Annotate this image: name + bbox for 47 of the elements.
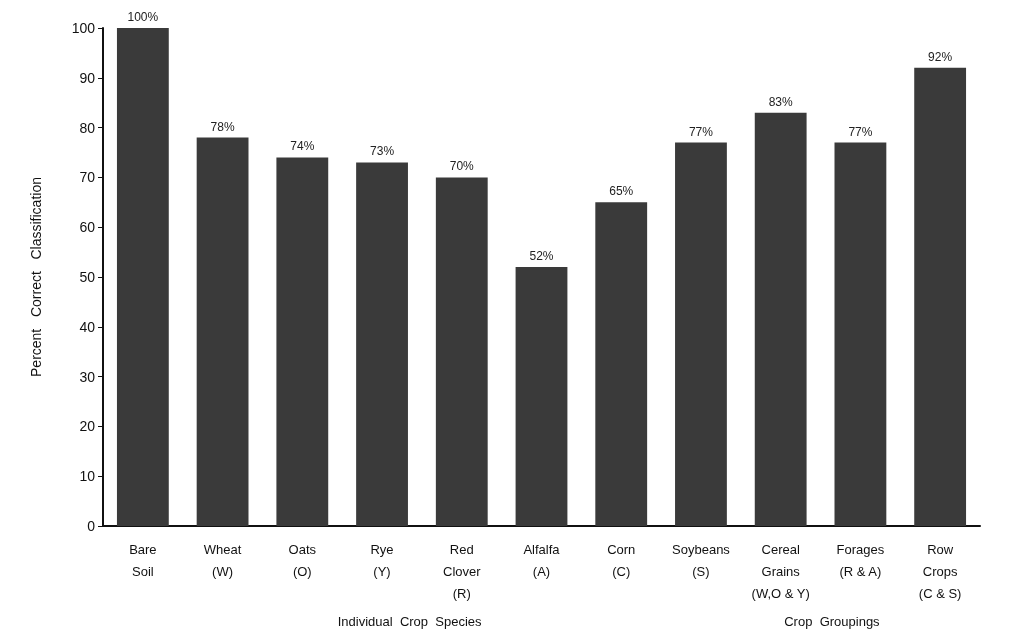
y-tick-label: 90 [79,69,96,86]
bar [834,142,887,526]
x-tick-label: Cereal Grains (W,O & Y) [751,541,810,601]
y-tick-label: 40 [79,318,96,335]
text: Individual Crop Species [337,614,483,629]
bar [276,157,329,526]
x-tick-label: Rye (Y) [370,541,394,579]
x-tick-label: Forages (R & A) [836,541,885,579]
data-label: 65% [609,184,634,199]
x-tick-label: Bare Soil [129,541,157,579]
data-label: 52% [529,249,554,264]
x-tick-label: Oats (O) [288,541,317,579]
data-label: 92% [928,49,953,64]
bar [754,112,807,526]
y-tick-label: 70 [79,169,96,186]
bar [515,267,568,526]
data-label: 78% [210,119,235,134]
y-tick-label: 10 [79,468,96,485]
x-tick-label: Alfalfa (A) [523,541,561,579]
data-label: 73% [370,144,395,159]
y-tick-label: 0 [87,518,96,534]
x-tick-label: Soybeans (S) [672,541,731,579]
text: Crop Groupings [784,614,881,629]
bar [914,67,967,526]
data-label: 83% [768,94,794,109]
y-tick-label: 50 [79,269,96,285]
y-tick-label: 60 [79,219,96,236]
bar [116,28,169,526]
data-label: 77% [848,124,873,139]
x-tick-label: Red Clover (R) [442,541,482,601]
x-tick-label: Wheat (W) [203,541,242,579]
y-tick-label: 80 [79,119,96,136]
bar [435,177,488,526]
bar [675,142,727,526]
bar [595,202,648,526]
x-tick-label: Corn (C) [607,541,636,579]
y-tick-label: 100 [71,20,96,36]
data-label: 74% [290,139,315,154]
data-label: 77% [688,124,714,139]
bar [356,162,408,526]
x-tick-label: Row Crops (C & S) [918,541,962,601]
bar [196,137,249,526]
y-axis-title: Percent Correct Classification [28,177,44,377]
y-tick-label: 20 [79,418,96,435]
data-label: 70% [449,159,475,174]
y-tick-label: 30 [79,368,96,385]
data-label: 100% [127,10,159,24]
